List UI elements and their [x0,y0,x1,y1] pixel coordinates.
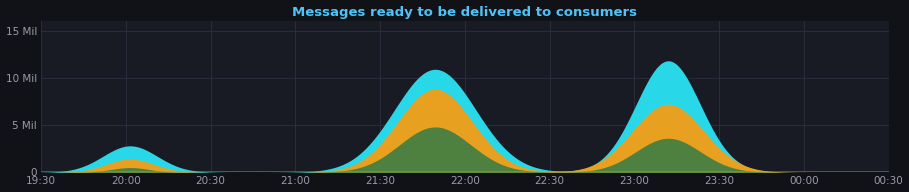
Title: Messages ready to be delivered to consumers: Messages ready to be delivered to consum… [293,6,637,19]
